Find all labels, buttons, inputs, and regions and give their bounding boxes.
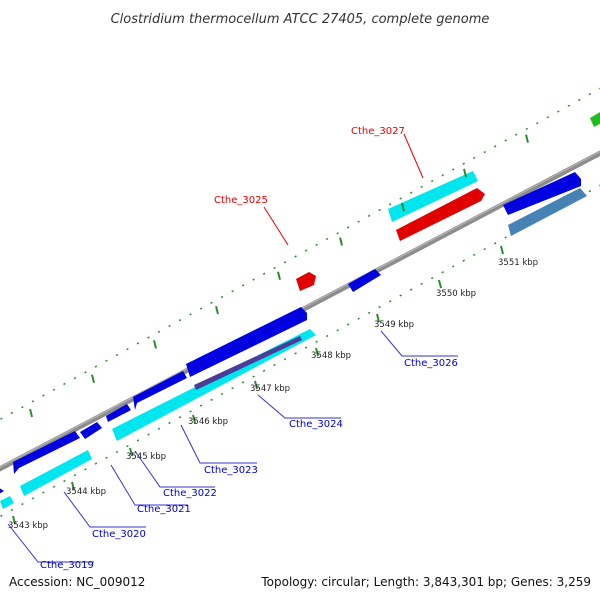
gene-arrow-cthe-3027[interactable] — [396, 188, 485, 241]
outer-major-tick — [401, 202, 405, 212]
gene-arrow[interactable] — [80, 422, 102, 439]
gene-block[interactable] — [0, 496, 14, 509]
major-tick — [71, 481, 75, 491]
gene-block[interactable] — [508, 188, 587, 236]
outer-major-tick — [29, 408, 33, 418]
outer-genes — [0, 111, 600, 497]
outer-major-tick — [91, 374, 95, 383]
callout-line — [403, 133, 424, 179]
tick-label: 3547 kbp — [250, 384, 290, 394]
gene-label[interactable]: Cthe_3024 — [289, 419, 343, 430]
gene-label[interactable]: Cthe_3025 — [214, 195, 268, 206]
outer-major-tick — [215, 305, 219, 315]
major-tick — [12, 515, 16, 525]
gene-label[interactable]: Cthe_3022 — [163, 488, 217, 499]
major-tick — [376, 313, 380, 323]
tick-marks — [12, 134, 529, 525]
major-tick — [315, 347, 319, 357]
tick-label: 3546 kbp — [188, 417, 228, 427]
gene-arrow-cthe-3026[interactable] — [348, 269, 381, 292]
gene-label[interactable]: Cthe_3019 — [40, 560, 94, 571]
gene-labels: Cthe_3019 Cthe_3020 Cthe_3021 Cthe_3022 Cthe… — [40, 126, 458, 571]
outer-tick-ring — [0, 87, 600, 421]
gene-block[interactable] — [388, 171, 478, 222]
accession-label: Accession: NC_009012 — [9, 575, 145, 589]
callout-line — [380, 330, 458, 357]
callout-line — [110, 464, 188, 506]
tick-label: 3550 kbp — [436, 289, 476, 299]
gene-block[interactable] — [20, 450, 92, 496]
callout-line — [263, 206, 289, 246]
gene-arrow[interactable] — [133, 371, 187, 410]
outer-major-tick — [277, 271, 281, 281]
map-title: Clostridium thermocellum ATCC 27405, com… — [111, 12, 490, 27]
outer-major-tick — [525, 134, 529, 143]
callout-line — [63, 491, 146, 528]
gene-label[interactable]: Cthe_3026 — [404, 358, 458, 369]
gene-callouts — [7, 133, 458, 563]
inner-genes — [0, 171, 587, 509]
outer-major-tick — [153, 340, 157, 349]
outer-major-tick — [463, 168, 467, 178]
tick-label: 3551 kbp — [498, 258, 538, 268]
tick-labels: 3543 kbp 3544 kbp 3545 kbp 3546 kbp 3547 kbp… — [8, 258, 538, 531]
outer-major-tick — [339, 237, 343, 246]
genome-summary: Topology: circular; Length: 3,843,301 bp… — [260, 575, 591, 589]
gene-arrow[interactable] — [186, 307, 307, 377]
tick-label: 3548 kbp — [311, 351, 351, 361]
gene-label[interactable]: Cthe_3020 — [92, 529, 146, 540]
gene-arrow[interactable] — [503, 172, 581, 215]
major-tick — [500, 245, 504, 255]
gene-arrow[interactable] — [13, 431, 80, 474]
gene-arrow-cthe-3025[interactable] — [296, 272, 316, 291]
callout-line — [180, 424, 257, 464]
major-tick — [129, 447, 133, 457]
gene-arrow[interactable] — [0, 487, 4, 497]
outer-tick-ring-line — [0, 87, 600, 421]
major-tick — [254, 380, 258, 390]
gene-arrow[interactable] — [590, 111, 600, 127]
major-tick — [192, 414, 196, 424]
tick-label: 3545 kbp — [126, 452, 166, 462]
callout-line — [7, 523, 94, 563]
tick-label: 3544 kbp — [66, 487, 106, 497]
tick-label: 3543 kbp — [8, 521, 48, 531]
gene-block[interactable] — [194, 336, 302, 390]
gene-label[interactable]: Cthe_3027 — [351, 126, 405, 137]
tick-label: 3549 kbp — [374, 320, 414, 330]
major-tick — [438, 279, 442, 289]
gene-label[interactable]: Cthe_3021 — [137, 504, 191, 515]
gene-label[interactable]: Cthe_3023 — [204, 465, 258, 476]
callout-line — [134, 450, 215, 488]
gene-arrow[interactable] — [106, 404, 131, 422]
callout-line — [257, 394, 341, 419]
